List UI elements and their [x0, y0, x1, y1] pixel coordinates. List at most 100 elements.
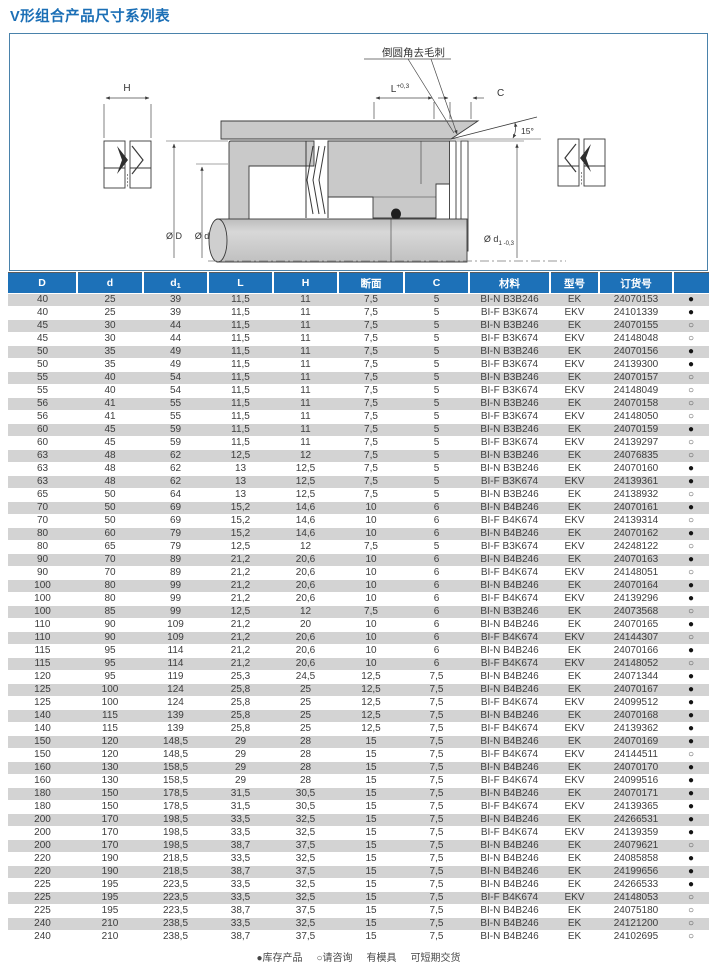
table-cell: 24139361	[613, 476, 659, 487]
table-cell: BI-N B3B246	[480, 294, 539, 305]
table-cell: 240	[34, 931, 51, 942]
table-cell: 49	[169, 346, 182, 357]
table-cell: 109	[167, 632, 184, 643]
table-cell: 24148050	[613, 411, 659, 422]
table-cell: 10	[365, 528, 377, 539]
table-cell: 150	[101, 788, 119, 799]
table-cell: 24139300	[613, 359, 659, 370]
table-cell: EK	[567, 710, 582, 721]
table-cell: 63	[36, 450, 49, 461]
table-cell: 114	[167, 658, 184, 669]
table-cell: BI-N B3B246	[480, 398, 539, 409]
table-cell: 7,5	[429, 827, 444, 838]
table-cell: EKV	[564, 749, 585, 760]
table-row: 80 60 79 15,2 14,6 10 6 BI-N B4B246 EK 24070162 ●	[8, 527, 709, 541]
table-cell: 125	[34, 697, 51, 708]
table-cell: 24,5	[295, 671, 316, 682]
table-cell: BI-N B3B246	[480, 463, 539, 474]
table-cell: 33,5	[230, 853, 251, 864]
table-cell: 70	[36, 515, 49, 526]
table-cell: 7,5	[429, 892, 444, 903]
table-cell: 24070155	[613, 320, 659, 331]
table-cell: 63	[36, 476, 49, 487]
availability-dot: ●	[687, 554, 695, 565]
table-cell: 11,5	[231, 424, 250, 435]
table-row: 55 40 54 11,5 11 7,5 5 BI-F B3K674 EKV 24148049 ○	[8, 384, 709, 398]
table-cell: 7,5	[429, 762, 444, 773]
table-cell: 100	[34, 593, 51, 604]
table-cell: 56	[36, 411, 49, 422]
table-cell: 13	[234, 489, 247, 500]
table-cell: 130	[101, 775, 119, 786]
table-cell: 5	[433, 320, 440, 331]
table-cell: EKV	[564, 359, 585, 370]
dim-l	[373, 96, 435, 119]
table-cell: 28	[299, 736, 312, 747]
table-cell: 24070166	[613, 645, 659, 656]
availability-dot: ○	[687, 606, 695, 617]
table-cell: EK	[567, 619, 582, 630]
table-cell: 238,5	[162, 918, 189, 929]
table-cell: 11	[300, 398, 311, 409]
column-header: 订货号	[599, 272, 674, 294]
table-cell: 14,6	[295, 502, 316, 513]
table-cell: EKV	[564, 658, 585, 669]
table-cell: BI-N B4B246	[480, 762, 539, 773]
table-cell: 62	[169, 450, 182, 461]
table-cell: 56	[36, 398, 49, 409]
table-cell: BI-F B3K674	[480, 359, 539, 370]
table-cell: 198,5	[162, 840, 189, 851]
table-cell: 6	[433, 567, 440, 578]
table-cell: 37,5	[295, 931, 316, 942]
availability-dot: ●	[687, 528, 695, 539]
table-cell: 6	[433, 528, 440, 539]
table-cell: 7,5	[429, 814, 444, 825]
table-cell: 6	[433, 658, 440, 669]
table-cell: 5	[433, 333, 440, 344]
table-cell: 11	[300, 294, 311, 305]
table-cell: 7,5	[429, 866, 444, 877]
availability-dot: ●	[687, 684, 695, 695]
table-cell: 10	[365, 502, 377, 513]
table-cell: 55	[169, 411, 182, 422]
shaft	[216, 218, 468, 263]
table-cell: 5	[433, 385, 440, 396]
table-cell: EK	[567, 905, 582, 916]
table-cell: 60	[36, 424, 49, 435]
dim-l-label: L+0,3	[391, 83, 410, 95]
table-cell: 80	[36, 541, 49, 552]
table-cell: 178,5	[162, 788, 189, 799]
table-cell: 24070153	[613, 294, 659, 305]
table-cell: 25	[299, 723, 312, 734]
table-cell: 24070165	[613, 619, 659, 630]
table-cell: 24073568	[613, 606, 659, 617]
dim-d1-label: Ø d1 -0,3	[484, 234, 515, 247]
table-cell: BI-N B4B246	[480, 788, 539, 799]
table-row: 200 170 198,5 38,7 37,5 15 7,5 BI-N B4B246 EK 240…	[8, 839, 709, 853]
availability-dot: ●	[687, 593, 695, 604]
table-cell: 15	[365, 801, 377, 812]
table-cell: 95	[104, 671, 116, 682]
table-cell: 139	[167, 710, 184, 721]
table-cell: 21,2	[230, 619, 251, 630]
table-cell: 180	[34, 788, 51, 799]
table-cell: 24075180	[613, 905, 659, 916]
column-header	[673, 272, 709, 294]
table-cell: 7,5	[429, 918, 444, 929]
table-row: 40 25 39 11,5 11 7,5 5 BI-N B3B246 EK 24070153 ●	[8, 293, 709, 307]
availability-dot: ○	[687, 632, 695, 643]
table-cell: 7,5	[429, 723, 444, 734]
availability-dot: ●	[687, 723, 695, 734]
table-cell: 200	[34, 827, 51, 838]
table-cell: 30,5	[295, 788, 316, 799]
table-cell: 48	[104, 450, 116, 461]
table-cell: 7,5	[429, 905, 444, 916]
table-row: 65 50 64 13 12,5 7,5 5 BI-N B3B246 EK 24138932 ○	[8, 488, 709, 502]
table-row: 60 45 59 11,5 11 7,5 5 BI-F B3K674 EKV 24139297 ○	[8, 436, 709, 450]
table-cell: BI-N B4B246	[480, 931, 539, 942]
table-cell: 95	[104, 645, 116, 656]
page-title: V形组合产品尺寸系列表	[10, 9, 171, 25]
table-cell: 15	[365, 775, 377, 786]
table-cell: EKV	[564, 307, 585, 318]
